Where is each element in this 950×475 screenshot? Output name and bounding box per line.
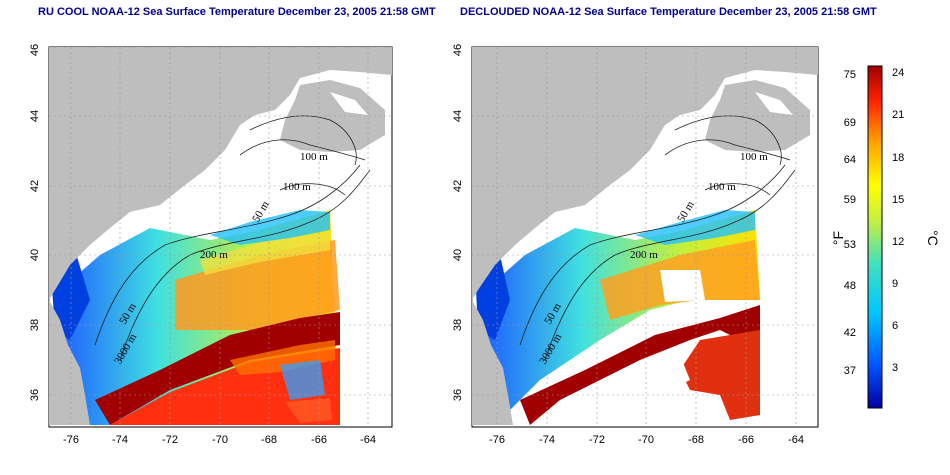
right-lon-tick-2: -72	[589, 434, 605, 446]
right-lat-tick-2: 40	[452, 249, 464, 261]
colorbar-gradient	[867, 65, 883, 409]
left-lat-tick-2: 40	[29, 249, 41, 261]
colorbar-f-ticks: 75 69 64 59 53 48 42 37	[844, 69, 856, 377]
right-lat-tick-5: 46	[452, 44, 464, 56]
left-contours	[94, 115, 371, 361]
cb-c-tick-4: 12	[892, 236, 904, 248]
right-grid	[472, 47, 818, 427]
left-lon-tick-5: -66	[311, 434, 327, 446]
right-contour-label-2: 100 m	[708, 181, 736, 193]
right-contours	[519, 115, 796, 361]
cb-f-tick-1: 69	[844, 117, 856, 129]
right-lon-tick-6: -64	[788, 434, 804, 446]
left-contour-label-1: 100 m	[300, 151, 328, 163]
left-grid	[49, 47, 392, 427]
right-lon-tick-4: -68	[688, 434, 704, 446]
cb-c-tick-3: 15	[892, 194, 904, 206]
cb-c-tick-0: 24	[892, 67, 904, 79]
colorbar-c-ticks: 24 21 18 15 12 9 6 3	[892, 67, 904, 374]
cb-f-tick-0: 75	[844, 69, 856, 81]
right-map-title: DECLOUDED NOAA-12 Sea Surface Temperatur…	[460, 6, 877, 18]
cb-f-tick-5: 48	[844, 280, 856, 292]
left-lon-tick-6: -64	[360, 434, 376, 446]
right-contour-label-4: 200 m	[630, 249, 658, 261]
cb-c-tick-6: 6	[892, 320, 898, 332]
left-land	[49, 47, 392, 425]
left-lon-tick-3: -70	[212, 434, 228, 446]
cb-f-tick-2: 64	[844, 154, 856, 166]
left-contour-label-2: 100 m	[283, 181, 311, 193]
left-lon-tick-4: -68	[261, 434, 277, 446]
cb-f-tick-3: 59	[844, 194, 856, 206]
cb-f-tick-7: 37	[844, 365, 856, 377]
cb-c-tick-7: 3	[892, 362, 898, 374]
cb-c-tick-2: 18	[892, 152, 904, 164]
right-lat-tick-0: 36	[452, 389, 464, 401]
left-lat-tick-3: 42	[29, 180, 41, 192]
left-map-title: RU COOL NOAA-12 Sea Surface Temperature …	[38, 6, 436, 18]
right-lat-tick-3: 42	[452, 180, 464, 192]
left-lat-tick-0: 36	[29, 389, 41, 401]
colorbar: 75 69 64 59 53 48 42 37 24 21 18 15 12 9…	[830, 65, 941, 409]
left-sst-field	[50, 210, 340, 425]
right-map: 100 m 100 m 50 m 200 m 50 m 3000 m -76 -…	[452, 44, 819, 446]
left-lat-tick-5: 46	[29, 44, 41, 56]
right-lat-ticks: 36 38 40 42 44 46	[452, 44, 464, 401]
cb-c-tick-5: 9	[892, 278, 898, 290]
right-lon-tick-0: -76	[489, 434, 505, 446]
colorbar-unit-f: °F	[830, 231, 846, 245]
right-land	[472, 47, 818, 425]
left-map: 100 m 100 m 50 m 200 m 50 m 3000 m -76 -…	[29, 44, 393, 446]
left-lon-ticks: -76 -74 -72 -70 -68 -66 -64	[63, 434, 376, 446]
right-lon-tick-3: -70	[638, 434, 654, 446]
colorbar-unit-c: °C	[925, 230, 941, 246]
cb-f-tick-6: 42	[844, 327, 856, 339]
cb-c-tick-1: 21	[892, 109, 904, 121]
right-lon-ticks: -76 -74 -72 -70 -68 -66 -64	[489, 434, 804, 446]
right-lat-tick-1: 38	[452, 319, 464, 331]
right-sst-field	[475, 210, 760, 425]
left-lon-tick-1: -74	[112, 434, 128, 446]
left-lat-ticks: 36 38 40 42 44 46	[29, 44, 41, 401]
right-lon-tick-5: -66	[738, 434, 754, 446]
right-lat-tick-4: 44	[452, 110, 464, 122]
cb-f-tick-4: 53	[844, 239, 856, 251]
left-lat-tick-4: 44	[29, 110, 41, 122]
left-lon-tick-0: -76	[63, 434, 79, 446]
right-lon-tick-1: -74	[539, 434, 555, 446]
right-contour-label-1: 100 m	[740, 151, 768, 163]
left-lat-tick-1: 38	[29, 319, 41, 331]
left-lon-tick-2: -72	[162, 434, 178, 446]
